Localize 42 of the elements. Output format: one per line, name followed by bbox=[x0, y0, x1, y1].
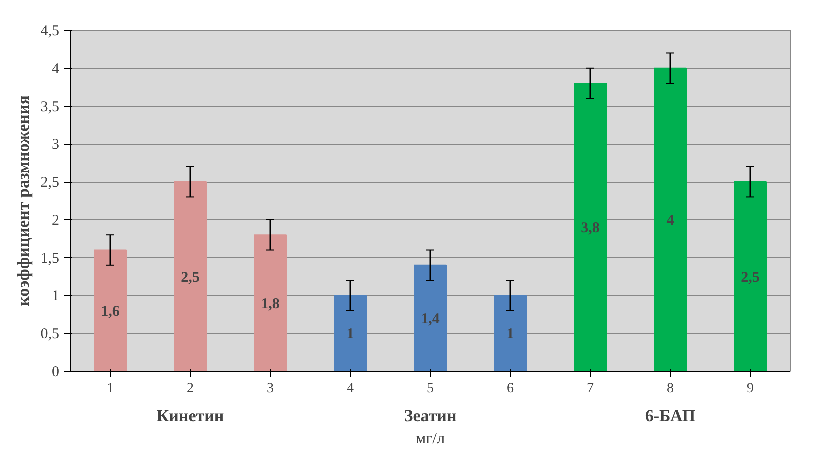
data-label: 1,8 bbox=[261, 296, 280, 312]
text: Кинетин bbox=[156, 406, 224, 426]
bar bbox=[334, 295, 367, 372]
x-tick-label: 9 bbox=[747, 382, 754, 396]
y-tick-label: 1,5 bbox=[40, 250, 60, 267]
bar bbox=[734, 182, 767, 372]
y-tick-label: 1 bbox=[52, 288, 60, 305]
data-label: 1,4 bbox=[421, 311, 440, 328]
x-tick-label: 2 bbox=[187, 382, 194, 396]
bar bbox=[654, 68, 687, 372]
x-tick-label: 4 bbox=[347, 382, 354, 396]
bar bbox=[94, 250, 127, 372]
x-tick-label: 7 bbox=[587, 382, 594, 396]
y-tick-label: 3 bbox=[52, 137, 60, 154]
text: Зеатин bbox=[404, 406, 457, 426]
data-label: 1 bbox=[506, 326, 514, 343]
bar bbox=[254, 234, 287, 372]
y-axis-title: коэффициент размножения bbox=[14, 96, 33, 306]
data-label: 3,8 bbox=[581, 220, 600, 237]
y-tick-label: 3,5 bbox=[40, 99, 60, 116]
data-label: 4 bbox=[666, 212, 675, 229]
bar bbox=[494, 295, 527, 372]
x-tick-label: 5 bbox=[427, 382, 434, 396]
bar bbox=[414, 264, 447, 372]
text: 6-БАП bbox=[645, 406, 696, 426]
x-tick-label: 3 bbox=[267, 382, 274, 396]
data-label: 2,5 bbox=[741, 270, 760, 286]
x-tick-label: 1 bbox=[107, 382, 114, 396]
x-axis-title: мг/л bbox=[416, 430, 446, 448]
y-tick-label: 0,5 bbox=[40, 326, 60, 343]
data-label: 2,5 bbox=[181, 270, 200, 286]
x-tick-label: 8 bbox=[667, 382, 674, 396]
data-label: 1,6 bbox=[101, 304, 120, 320]
data-label: 1 bbox=[346, 326, 354, 343]
y-tick-label: 4,5 bbox=[40, 24, 60, 40]
y-tick-label: 4 bbox=[52, 61, 60, 78]
x-tick-label: 6 bbox=[507, 382, 514, 396]
bar bbox=[174, 182, 207, 372]
bar bbox=[574, 83, 607, 372]
y-tick-label: 2 bbox=[52, 212, 60, 229]
y-tick-label: 0 bbox=[52, 364, 60, 380]
y-tick-label: 2,5 bbox=[40, 175, 60, 192]
